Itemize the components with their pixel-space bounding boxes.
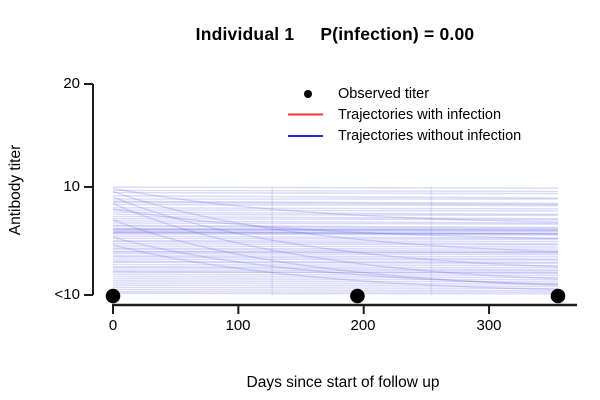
plot-title: Individual 1 P(infection) = 0.00	[70, 24, 600, 45]
trajectory-without-infection	[112, 191, 558, 195]
trajectory-without-infection	[112, 189, 558, 193]
trajectory-without-infection	[112, 209, 558, 212]
trajectory-without-infection	[112, 236, 559, 285]
trajectory-without-infection	[112, 190, 559, 253]
trajectory-without-infection	[112, 271, 558, 274]
x-tick-label-300: 300	[476, 317, 502, 334]
trajectory-without-infection	[112, 231, 558, 235]
trajectory-without-infection	[112, 186, 558, 189]
trajectory-without-infection	[112, 286, 558, 290]
trajectory-without-infection	[112, 233, 558, 236]
trajectory-without-infection	[112, 248, 558, 253]
trajectory-without-infection	[112, 231, 558, 235]
trajectory-without-infection	[112, 269, 558, 272]
trajectory-without-infection	[112, 219, 559, 286]
x-axis-label: Days since start of follow up	[246, 374, 440, 391]
trajectory-without-infection	[112, 275, 558, 279]
trajectory-without-infection	[112, 222, 558, 225]
trajectory-without-infection	[112, 245, 558, 248]
trajectory-without-infection	[112, 282, 558, 285]
y-tick-label-20: 20	[63, 75, 80, 92]
x-tick-label-0: 0	[108, 317, 118, 334]
trajectory-without-infection	[112, 291, 558, 293]
trajectory-without-infection	[112, 258, 558, 261]
trajectory-without-infection	[112, 228, 558, 232]
trajectory-without-infection	[112, 235, 558, 240]
trajectory-without-infection	[112, 200, 558, 205]
trajectory-without-infection	[112, 250, 558, 254]
trajectory-without-infection	[112, 215, 558, 220]
trajectory-without-infection	[112, 240, 558, 245]
legend-label-trajectories-without-infection: Trajectories without infection	[338, 128, 522, 144]
trajectory-without-infection	[112, 267, 558, 271]
observed-titer-point	[350, 288, 365, 304]
legend-label-trajectories-with-infection: Trajectories with infection	[338, 107, 502, 123]
trajectory-without-infection	[112, 208, 559, 240]
trajectory-without-infection	[112, 255, 558, 258]
trajectory-without-infection	[112, 237, 558, 241]
trajectory-without-infection	[112, 261, 558, 265]
trajectory-without-infection	[112, 228, 558, 231]
trajectory-without-infection	[112, 280, 558, 283]
trajectory-without-infection	[112, 277, 558, 281]
trajectory-without-infection	[112, 288, 558, 292]
trajectory-without-infection	[112, 202, 559, 280]
trajectory-without-infection	[112, 232, 558, 235]
trajectory-without-infection	[112, 256, 558, 260]
trajectory-without-infection	[112, 239, 558, 243]
y-tick-label-10: 10	[63, 178, 80, 195]
trajectory-without-infection	[112, 227, 558, 231]
trajectory-without-infection	[112, 217, 558, 221]
legend-observed-dot-icon	[304, 90, 312, 98]
trajectory-without-infection	[112, 251, 558, 254]
trajectory-without-infection	[112, 263, 558, 267]
trajectory-without-infection	[112, 252, 558, 256]
trajectory-without-infection	[112, 220, 558, 224]
trajectory-without-infection	[112, 273, 558, 277]
trajectory-without-infection	[112, 243, 558, 246]
trajectory-without-infection	[112, 224, 558, 229]
legend-label-observed-titer: Observed titer	[338, 86, 430, 102]
trajectory-without-infection	[112, 260, 558, 263]
x-tick-label-100: 100	[225, 317, 251, 334]
trajectory-without-infection	[112, 213, 558, 217]
trajectory-without-infection	[112, 270, 558, 274]
trajectory-without-infection	[112, 195, 558, 199]
trajectory-without-infection	[112, 247, 558, 250]
trajectory-without-infection	[112, 187, 559, 223]
observed-titer-point	[105, 288, 121, 304]
trajectory-without-infection	[112, 244, 559, 291]
y-axis-label: Antibody titer	[7, 144, 24, 236]
trajectory-without-infection	[112, 225, 558, 230]
trajectory-without-infection	[112, 211, 558, 216]
trajectory-without-infection	[112, 284, 558, 287]
trajectory-without-infection	[112, 229, 558, 233]
x-tick-label-200: 200	[350, 317, 376, 334]
trajectory-without-infection	[112, 207, 558, 210]
observed-titer-point	[550, 288, 566, 304]
trajectory-without-infection	[112, 201, 558, 206]
trajectory-without-infection	[112, 292, 558, 295]
trajectory-without-infection	[112, 203, 558, 207]
y-tick-label-lt10: <10	[54, 286, 80, 303]
plot-title-individual: Individual 1	[195, 24, 295, 44]
trajectory-without-infection	[112, 265, 558, 269]
plot-title-probability: P(infection) = 0.00	[320, 24, 475, 44]
trajectory-without-infection	[112, 196, 559, 268]
